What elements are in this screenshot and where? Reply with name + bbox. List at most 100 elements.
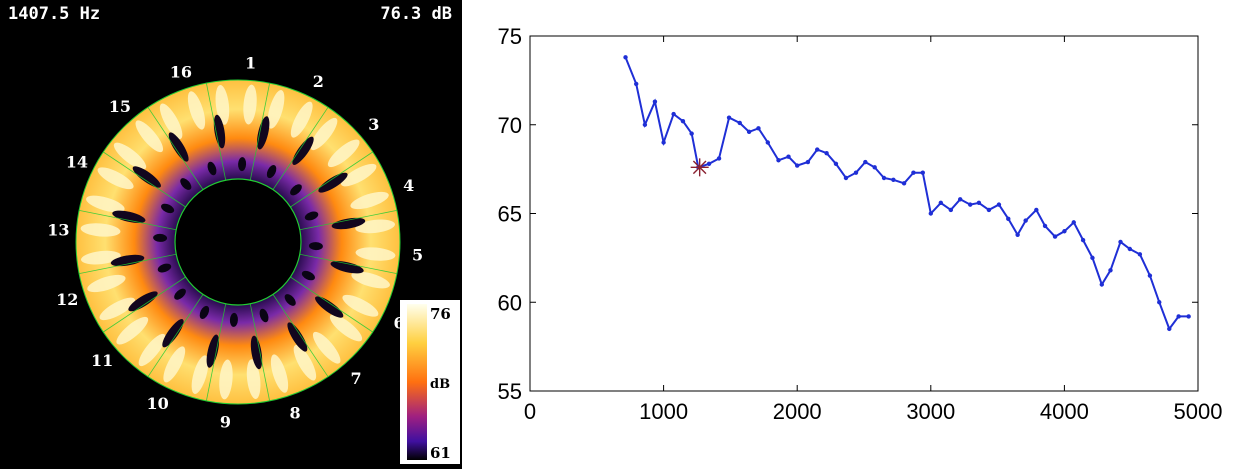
hot-lobe <box>219 359 233 400</box>
data-point <box>1147 273 1153 278</box>
sector-label-6: 6 <box>394 313 405 332</box>
hot-lobe <box>191 355 209 394</box>
ring-sound-map-panel: 1407.5 Hz 76.3 dB 1 2 3 4 5 6 7 8 9 10 <box>0 0 462 469</box>
hot-lobe <box>86 195 125 213</box>
sector-label-12: 12 <box>56 290 78 309</box>
sector-divider <box>147 107 204 190</box>
data-point <box>853 170 859 175</box>
inner-node <box>284 294 296 306</box>
sector-divider <box>290 276 373 333</box>
hot-lobe <box>163 346 186 383</box>
hot-lobe <box>97 167 134 190</box>
sector-label-10: 10 <box>147 394 169 413</box>
hot-lobe <box>267 90 285 129</box>
sector-divider <box>290 151 373 208</box>
data-point <box>805 159 811 165</box>
hot-lobe <box>355 247 396 261</box>
data-point <box>1099 282 1105 287</box>
nodal-finger <box>292 136 314 165</box>
data-point <box>986 207 992 213</box>
sector-divider <box>79 253 177 274</box>
data-point <box>863 159 868 165</box>
data-point <box>843 175 849 181</box>
colorbar-max-label: 76 <box>430 305 451 323</box>
nodal-finger <box>168 132 189 162</box>
hot-lobe <box>243 84 257 125</box>
inner-node <box>308 242 323 251</box>
data-point <box>976 200 982 206</box>
sector-divider <box>249 303 270 401</box>
x-tick-label: 5000 <box>1174 399 1223 424</box>
inner-node <box>199 305 210 319</box>
inner-node <box>238 157 247 172</box>
hot-lobe <box>340 163 377 187</box>
data-point <box>957 197 963 202</box>
sector-label-11: 11 <box>91 351 113 370</box>
sector-divider <box>206 303 227 401</box>
data-point <box>776 158 781 163</box>
nodal-finger <box>318 172 348 193</box>
data-point <box>1062 229 1067 234</box>
sector-divider <box>272 107 329 190</box>
data-point <box>671 111 676 117</box>
data-point <box>765 140 771 145</box>
hot-lobe <box>159 103 183 140</box>
inner-node <box>180 178 192 190</box>
hot-lobe <box>87 274 126 293</box>
data-point <box>689 131 694 136</box>
x-tick-label: 1000 <box>639 399 688 424</box>
data-point <box>680 119 686 124</box>
sector-label-7: 7 <box>351 369 362 388</box>
colorbar-gradient <box>407 304 427 460</box>
hot-lobe <box>312 331 341 364</box>
hot-lobe <box>138 333 166 367</box>
x-tick-label: 3000 <box>906 399 955 424</box>
data-point <box>901 181 907 186</box>
hot-lobe <box>350 191 389 210</box>
hot-lobe <box>99 297 136 321</box>
x-tick-label: 2000 <box>773 399 822 424</box>
data-point <box>756 126 761 131</box>
nodal-finger <box>213 114 226 149</box>
data-point <box>795 163 800 168</box>
colorbar-unit-label: dB <box>430 377 450 392</box>
data-point <box>1042 223 1048 229</box>
inner-node <box>259 308 269 323</box>
hot-lobe <box>246 359 261 399</box>
x-tick-label: 4000 <box>1040 399 1089 424</box>
data-point <box>996 202 1002 207</box>
selected-frequency-marker <box>690 158 709 177</box>
sector-divider <box>249 83 270 181</box>
data-point <box>642 122 648 127</box>
data-point <box>623 55 628 60</box>
y-tick-label: 75 <box>498 24 522 49</box>
sector-label-2: 2 <box>313 72 324 91</box>
sector-label-14: 14 <box>66 153 88 172</box>
nodal-finger <box>162 319 184 348</box>
inner-node <box>304 211 319 221</box>
data-point <box>928 211 933 216</box>
sector-label-9: 9 <box>220 413 231 432</box>
data-point <box>938 200 944 206</box>
hot-lobe <box>215 85 230 125</box>
inner-node <box>157 263 172 273</box>
level-vs-frequency-chart-panel: 55 60 65 70 75 0 1000 2000 3000 4000 5000 <box>470 0 1241 469</box>
nodal-finger <box>331 217 366 230</box>
data-point <box>1015 232 1020 237</box>
data-point <box>1127 246 1133 252</box>
inner-node <box>153 233 168 242</box>
y-tick-label: 70 <box>498 113 522 138</box>
hot-lobe <box>187 91 206 130</box>
sector-label-15: 15 <box>109 97 131 116</box>
data-point <box>706 161 712 166</box>
nodal-finger <box>128 291 158 312</box>
nodal-finger <box>250 335 263 370</box>
data-point <box>661 140 666 145</box>
sector-divider <box>103 151 186 208</box>
data-point <box>911 170 916 175</box>
nodal-finger <box>132 166 161 188</box>
data-point <box>891 177 896 182</box>
sector-divider <box>299 253 397 274</box>
y-tick-label: 55 <box>498 379 522 404</box>
inner-node <box>266 165 277 179</box>
